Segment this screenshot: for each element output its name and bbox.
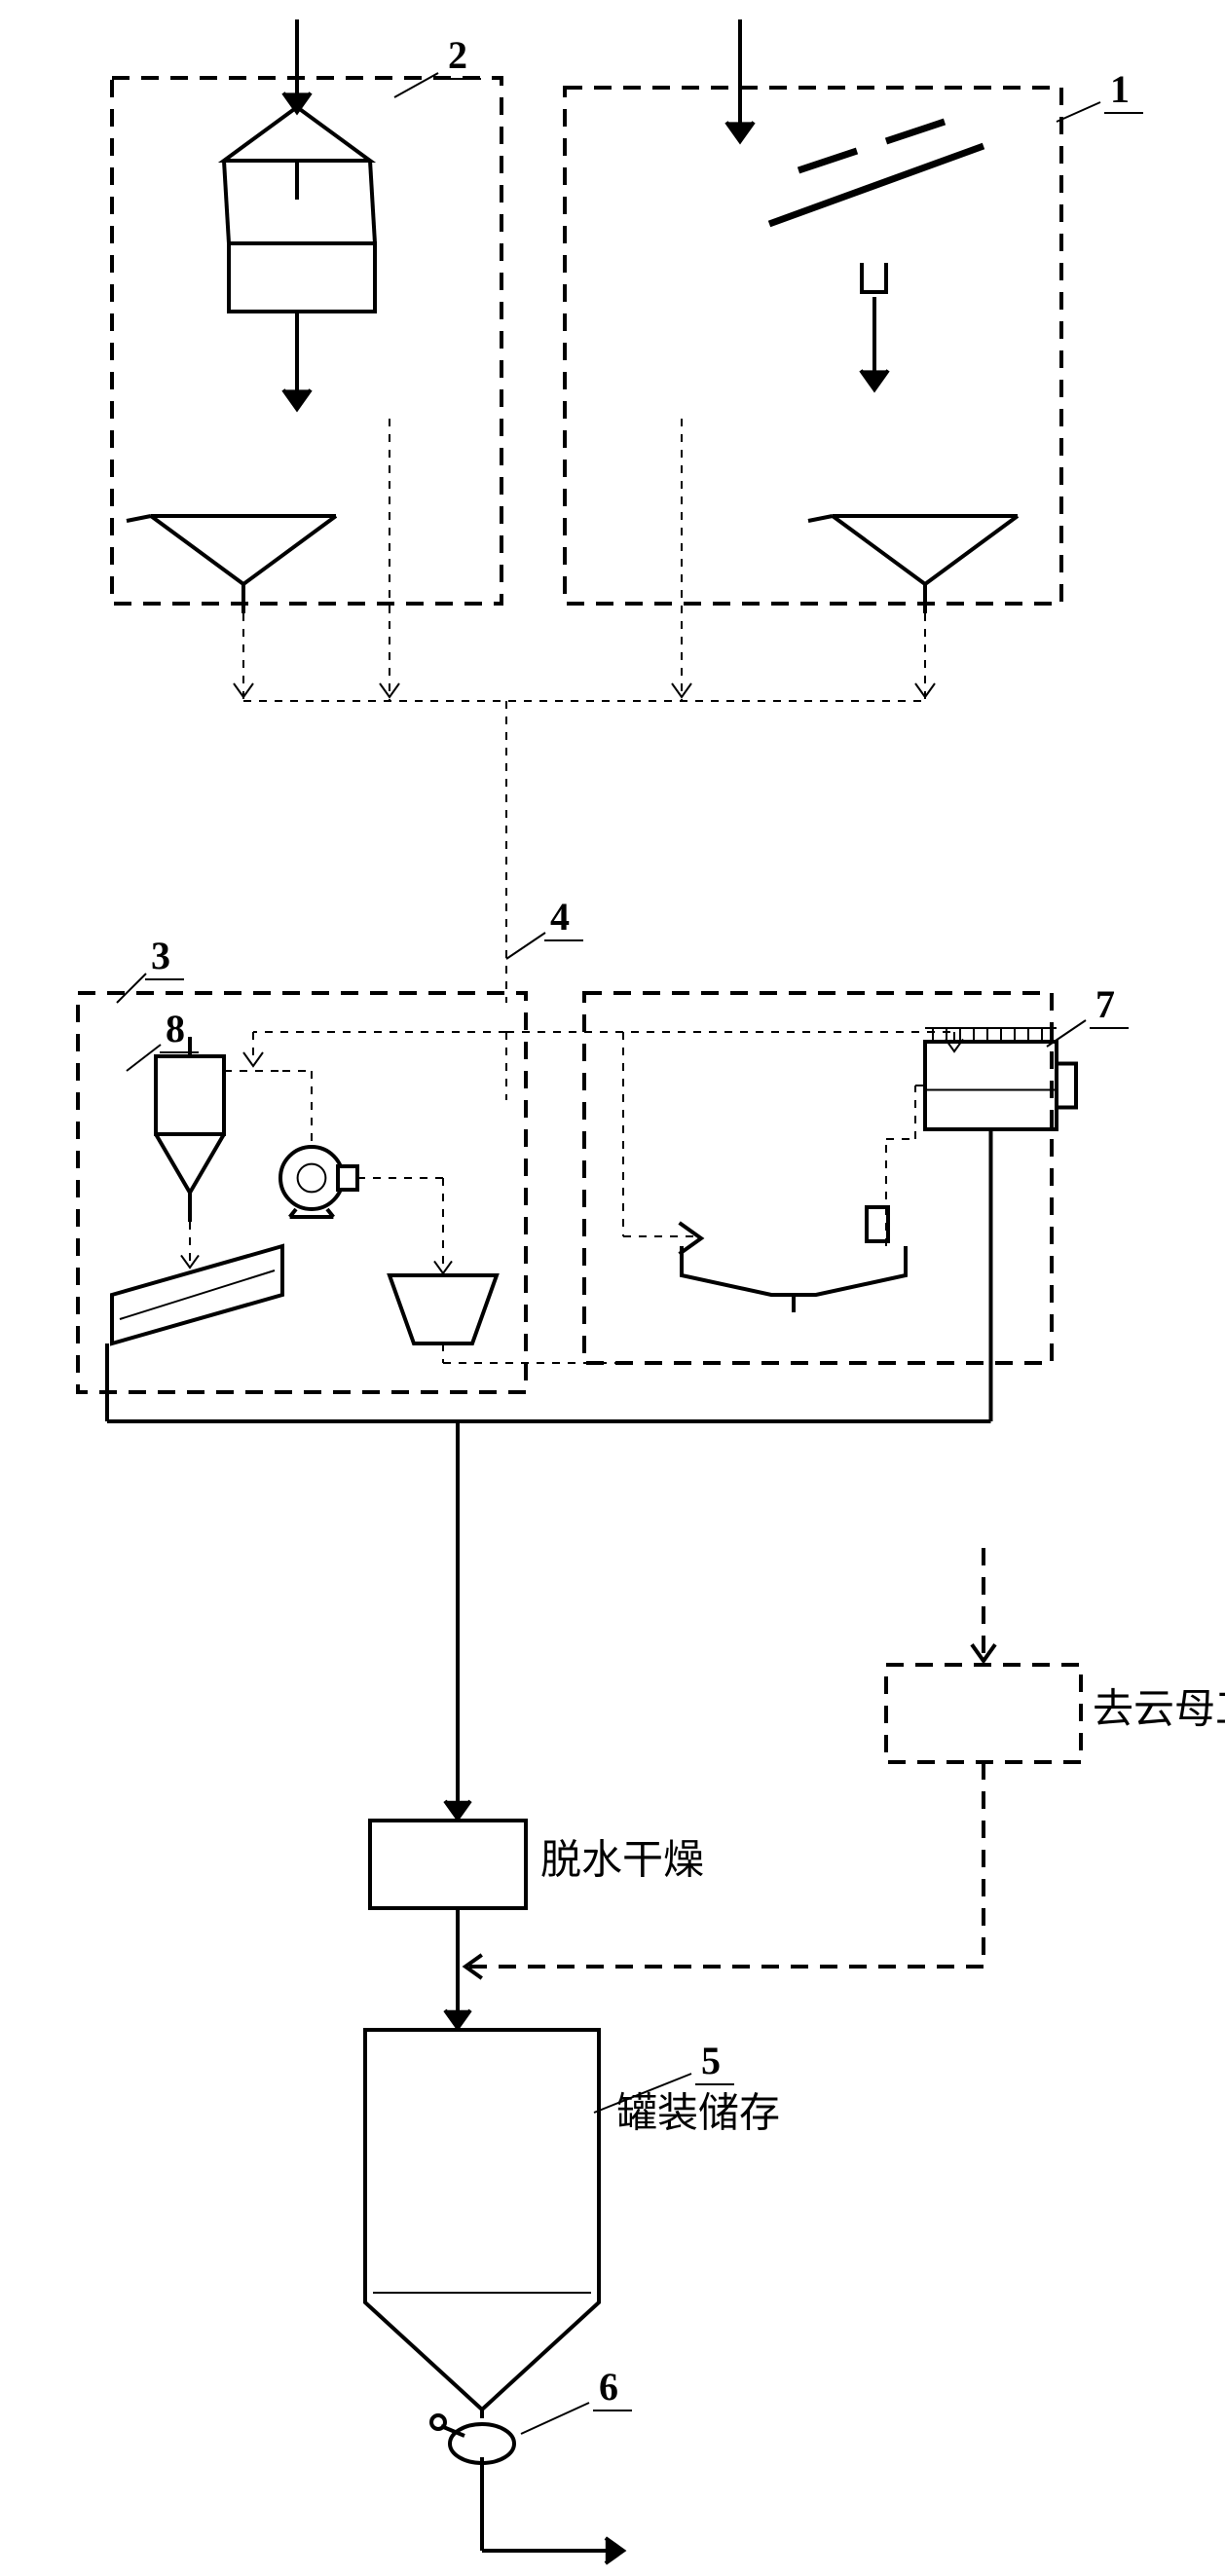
svg-text:去云母工艺: 去云母工艺 [1093,1688,1225,1733]
svg-text:7: 7 [1095,982,1115,1026]
svg-text:3: 3 [151,934,170,977]
svg-text:脱水干燥: 脱水干燥 [540,1839,704,1884]
svg-text:1: 1 [1110,67,1130,111]
svg-text:2: 2 [448,33,467,77]
svg-text:5: 5 [701,2039,721,2082]
svg-text:6: 6 [599,2365,618,2409]
svg-text:8: 8 [166,1007,185,1050]
svg-text:罐装储存: 罐装储存 [616,2092,780,2137]
svg-text:4: 4 [550,895,570,938]
process-flow-diagram: 脱水干燥 去云母工艺罐装储存 1 2 3 4 5 6 7 8 [0,0,1225,2576]
